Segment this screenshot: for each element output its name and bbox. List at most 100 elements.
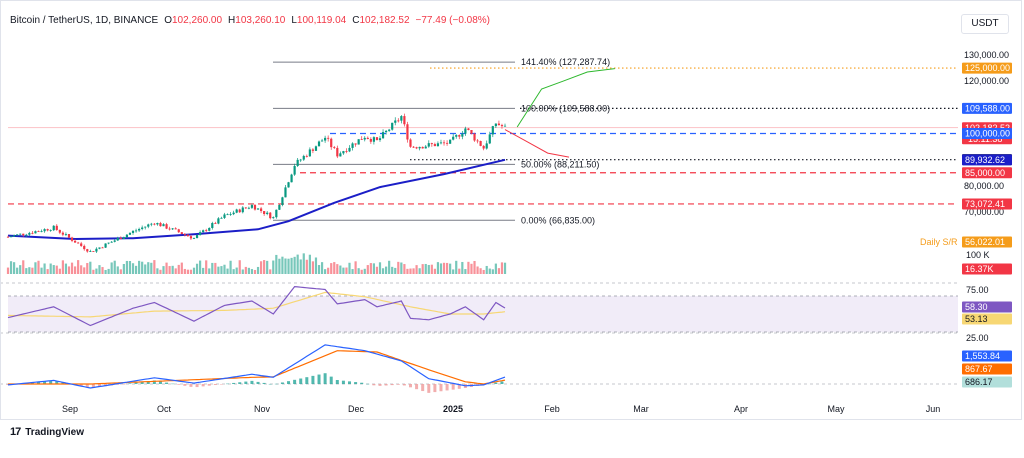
- volume-bar: [89, 261, 92, 274]
- candle-body: [122, 237, 125, 240]
- candle-body: [470, 130, 473, 134]
- high-value: 103,260.10: [235, 15, 286, 26]
- candle-body: [278, 204, 281, 210]
- candle-body: [363, 137, 366, 140]
- rsi-ma-tag-bg: [962, 313, 1012, 325]
- candle-body: [293, 165, 296, 175]
- candle-body: [439, 142, 443, 144]
- candle-body: [305, 155, 308, 157]
- candle-body: [208, 227, 211, 231]
- volume-tag-bg: [962, 263, 1012, 275]
- volume-bar: [391, 266, 394, 274]
- price-tag-8-text: 56,022.01: [965, 237, 1005, 247]
- volume-bar: [348, 262, 351, 274]
- volume-bar: [458, 268, 461, 274]
- macd-histogram-bar: [488, 383, 492, 385]
- candle-body: [250, 205, 254, 208]
- rsi-indicator: [7, 285, 506, 327]
- macd-histogram-bar: [244, 381, 248, 384]
- tradingview-logo-icon: 17: [10, 426, 21, 438]
- volume-bar: [461, 261, 464, 274]
- x-tick-label: Mar: [633, 404, 649, 414]
- tradingview-brand[interactable]: 17 TradingView: [10, 426, 84, 438]
- macd-tag-text: 1,553.84: [965, 351, 1000, 361]
- volume-bar: [494, 263, 497, 274]
- candle-body: [430, 143, 433, 145]
- volume-bar: [482, 269, 485, 274]
- volume-bar: [162, 266, 165, 274]
- macd-histogram-bar: [122, 384, 126, 385]
- volume-bar: [290, 257, 293, 274]
- volume-bar: [80, 265, 83, 274]
- candle-body: [458, 135, 461, 137]
- volume-bar: [503, 262, 507, 274]
- x-tick-label: Jun: [926, 404, 941, 414]
- x-tick-label: Nov: [254, 404, 271, 414]
- candle-body: [232, 212, 235, 215]
- rsi-ma-line: [7, 291, 506, 318]
- volume-bar: [189, 269, 193, 274]
- volume-bar: [141, 261, 144, 274]
- volume-bar: [497, 268, 501, 274]
- macd-histogram-bar: [366, 383, 370, 385]
- candle-body: [174, 228, 177, 230]
- daily-sr-label: Daily S/R: [920, 237, 958, 247]
- volume-bar: [278, 258, 281, 274]
- candle-body: [159, 222, 162, 227]
- volume-bar: [479, 268, 482, 274]
- candle-body: [223, 214, 226, 218]
- candle-body: [372, 137, 376, 142]
- candle-body: [442, 142, 446, 144]
- symbol-title[interactable]: Bitcoin / TetherUS, 1D, BINANCE: [10, 15, 159, 26]
- volume-bar: [485, 265, 488, 274]
- volume-bar: [250, 269, 254, 274]
- volume-bar: [113, 260, 116, 274]
- macd-histogram-bar: [384, 384, 388, 386]
- volume-bar: [19, 265, 22, 274]
- candle-body: [421, 146, 424, 149]
- currency-selector[interactable]: USDT: [961, 14, 1009, 34]
- price-tags: 125,000.00109,588.00102,182.5215:11:3810…: [920, 62, 1012, 388]
- volume-bar: [241, 269, 244, 274]
- volume-bar: [369, 263, 372, 274]
- volume-bar: [473, 260, 476, 274]
- volume-bar: [305, 259, 308, 274]
- candle-body: [241, 207, 244, 213]
- volume-bar: [424, 263, 427, 274]
- macd-histogram-bar: [43, 381, 47, 384]
- volume-bar: [314, 257, 318, 274]
- volume-bar: [235, 267, 238, 274]
- candle-body: [55, 225, 58, 230]
- candle-body: [308, 149, 311, 157]
- volume-bar: [70, 262, 74, 274]
- macd-histogram-bar: [305, 377, 309, 384]
- volume-bar: [211, 262, 214, 274]
- volume-bar: [226, 268, 229, 274]
- volume-bar: [9, 261, 13, 274]
- candle-body: [284, 187, 287, 198]
- low-label: L: [291, 15, 297, 26]
- ma-line: [7, 158, 506, 241]
- price-tag-8-bg: [962, 236, 1012, 248]
- volume-bar: [439, 263, 443, 274]
- candle-body: [412, 146, 415, 148]
- candle-body: [464, 128, 467, 134]
- candle-body: [299, 159, 302, 161]
- volume-bar: [263, 260, 266, 274]
- candle-body: [485, 143, 488, 149]
- volume-bar: [147, 262, 150, 274]
- volume-bar: [275, 254, 278, 274]
- open-label: O: [164, 15, 172, 26]
- price-tag-2-text: 102,182.52: [965, 123, 1010, 133]
- candle-body: [98, 247, 101, 249]
- projection-down-path: [504, 129, 570, 158]
- histogram-tag-text: 686.17: [965, 377, 993, 387]
- volume-bar: [449, 263, 452, 274]
- volume-bar: [165, 262, 168, 274]
- macd-histogram-bar: [341, 380, 345, 384]
- candle-body: [70, 237, 74, 241]
- volume-bar: [394, 267, 397, 274]
- volume-bar: [467, 261, 470, 274]
